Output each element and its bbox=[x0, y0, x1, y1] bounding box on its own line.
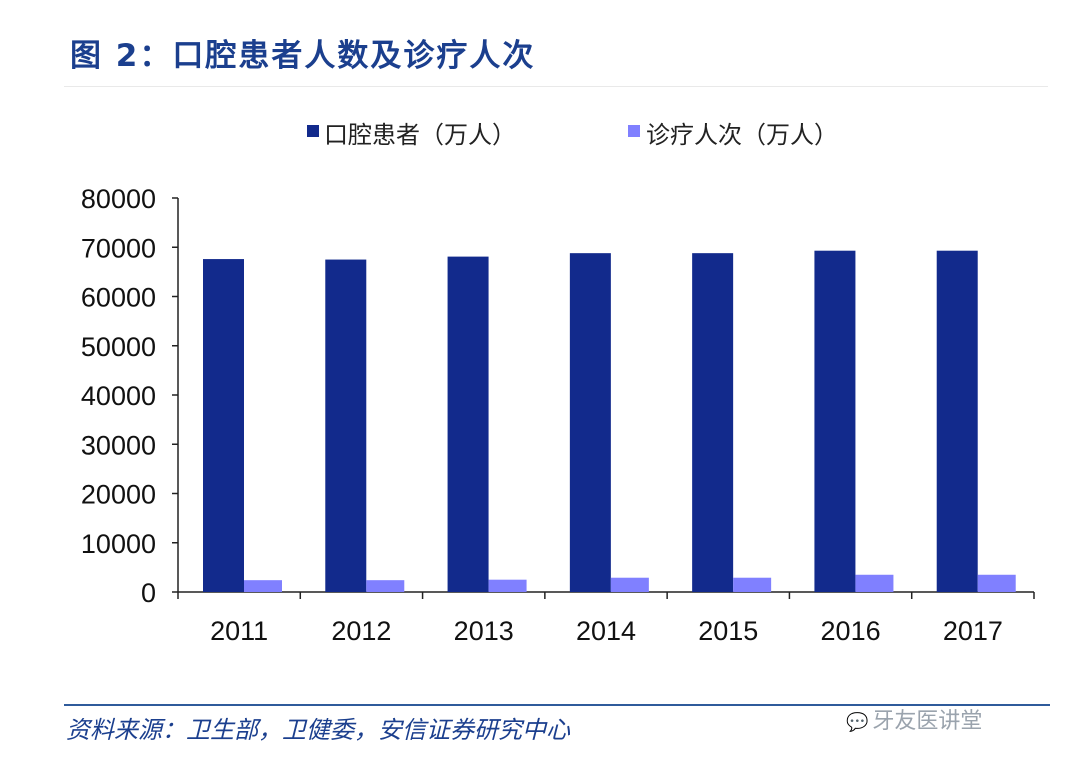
figure-title: 图 2：口腔患者人数及诊疗人次 bbox=[70, 38, 536, 74]
y-tick-label: 0 bbox=[141, 578, 156, 608]
y-tick-label: 10000 bbox=[81, 529, 156, 559]
watermark: 💬 牙友医讲堂 bbox=[846, 703, 982, 735]
y-tick-label: 20000 bbox=[81, 480, 156, 510]
y-tick-label: 70000 bbox=[81, 233, 156, 263]
bar-patients-2012 bbox=[325, 259, 367, 592]
bar-chart: 口腔患者（万人） 诊疗人次（万人） 0 10000 20000 30000 40000 5… bbox=[81, 122, 1035, 646]
source-note: 资料来源：卫生部，卫健委，安信证券研究中心 bbox=[66, 716, 570, 744]
legend-label-visits: 诊疗人次（万人） bbox=[646, 122, 838, 149]
bar-visits-2013 bbox=[488, 579, 527, 592]
bar-patients-2013 bbox=[447, 256, 489, 592]
x-axis: 2011 2012 2013 2014 2015 2016 2017 bbox=[177, 591, 1035, 646]
watermark-text: 牙友医讲堂 bbox=[872, 709, 983, 734]
x-tick-label: 2014 bbox=[576, 616, 636, 646]
top-divider bbox=[64, 86, 1048, 87]
y-tick-label: 40000 bbox=[81, 381, 156, 411]
bar-visits-2014 bbox=[610, 577, 649, 592]
wechat-icon: 💬 bbox=[846, 712, 869, 733]
legend-swatch-patients bbox=[307, 125, 319, 137]
legend-label-patients: 口腔患者（万人） bbox=[324, 122, 516, 149]
legend-swatch-visits bbox=[628, 125, 640, 137]
x-tick-label: 2012 bbox=[331, 616, 391, 646]
bar-patients-2015 bbox=[692, 253, 734, 592]
chart-legend: 口腔患者（万人） 诊疗人次（万人） bbox=[307, 122, 838, 149]
bar-patients-2014 bbox=[569, 253, 611, 592]
y-tick-label: 60000 bbox=[81, 283, 156, 313]
bars bbox=[203, 250, 1016, 592]
bar-visits-2015 bbox=[733, 577, 772, 592]
bar-visits-2017 bbox=[977, 574, 1016, 592]
bar-patients-2017 bbox=[936, 250, 978, 592]
x-tick-label: 2016 bbox=[821, 616, 881, 646]
bar-visits-2011 bbox=[244, 580, 282, 592]
bar-visits-2016 bbox=[855, 574, 894, 592]
x-tick-label: 2017 bbox=[943, 616, 1003, 646]
x-tick-label: 2013 bbox=[454, 616, 514, 646]
y-axis: 0 10000 20000 30000 40000 50000 60000 70000 8000… bbox=[81, 184, 179, 608]
y-tick-label: 30000 bbox=[81, 430, 156, 460]
x-tick-label: 2011 bbox=[210, 616, 268, 646]
bar-patients-2016 bbox=[814, 250, 856, 592]
bar-patients-2011 bbox=[203, 259, 244, 592]
bar-visits-2012 bbox=[366, 580, 405, 592]
y-tick-label: 80000 bbox=[81, 184, 156, 214]
y-tick-label: 50000 bbox=[81, 332, 156, 362]
x-tick-label: 2015 bbox=[698, 616, 758, 646]
bottom-divider bbox=[64, 704, 1050, 706]
